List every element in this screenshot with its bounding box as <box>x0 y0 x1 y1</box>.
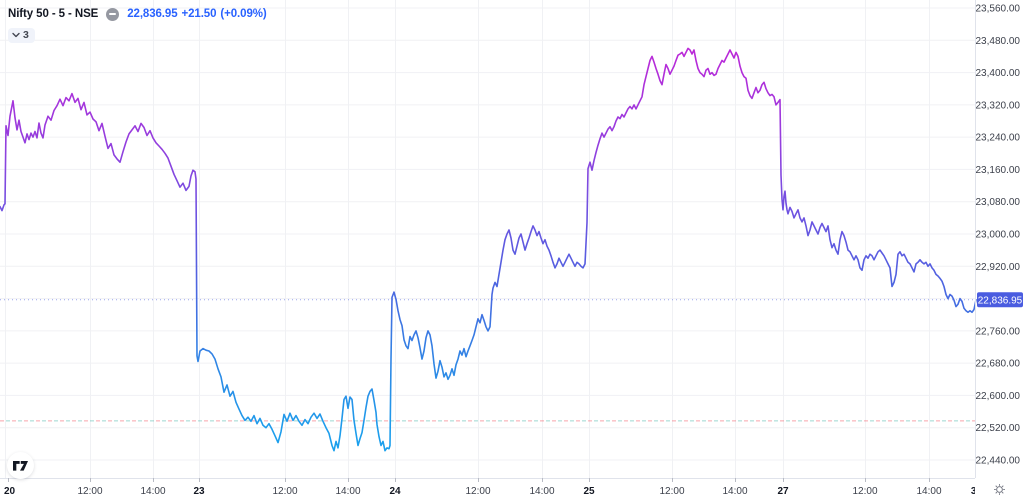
time-axis-label: 23 <box>193 486 205 497</box>
price-axis-label: 23,400.00 <box>976 68 1021 79</box>
change-percent-text: (+0.09%) <box>220 8 267 20</box>
time-axis-label: 12:00 <box>272 486 297 497</box>
legend-expand-button[interactable]: 3 <box>8 27 35 43</box>
time-axis-label: 12:00 <box>465 486 490 497</box>
settings-gear-icon <box>994 483 1005 495</box>
time-axis-label: 12:00 <box>659 486 684 497</box>
time-axis[interactable] <box>0 478 975 500</box>
price-axis-label: 23,240.00 <box>976 133 1021 144</box>
chevron-down-icon <box>12 32 20 38</box>
minus-icon <box>109 13 117 15</box>
price-axis[interactable] <box>975 0 1024 478</box>
object-count: 3 <box>23 29 29 41</box>
price-axis-label: 23,160.00 <box>976 165 1021 176</box>
price-axis-label: 23,560.00 <box>976 4 1021 15</box>
time-axis-label: 12:00 <box>77 486 102 497</box>
price-axis-label: 23,480.00 <box>976 36 1021 47</box>
last-price-badge-text: 22,836.95 <box>978 295 1023 306</box>
price-axis-label: 23,080.00 <box>976 197 1021 208</box>
price-axis-label: 22,920.00 <box>976 262 1021 273</box>
symbol-title[interactable]: Nifty 50 - 5 - NSE <box>8 8 99 20</box>
tradingview-logo[interactable] <box>7 452 34 479</box>
price-series-line <box>0 47 977 452</box>
time-axis-label: 14:00 <box>916 486 941 497</box>
change-text: +21.50 <box>181 8 217 20</box>
last-price-text: 22,836.95 <box>127 8 178 20</box>
time-axis-label: 14:00 <box>140 486 165 497</box>
chart-pane[interactable] <box>0 0 975 478</box>
tradingview-logo-glyph <box>13 460 28 471</box>
price-axis-label: 22,760.00 <box>976 326 1021 337</box>
price-axis-label: 22,680.00 <box>976 359 1021 370</box>
chart-legend: Nifty 50 - 5 - NSE 22,836.95 +21.50 (+0.… <box>8 6 267 44</box>
last-price-badge[interactable] <box>977 292 1023 308</box>
time-axis-label: 25 <box>583 486 595 497</box>
price-axis-label: 23,000.00 <box>976 230 1021 241</box>
price-axis-label: 23,320.00 <box>976 100 1021 111</box>
price-axis-label: 22,520.00 <box>976 423 1021 434</box>
collapse-legend-icon[interactable] <box>106 7 120 21</box>
time-axis-label: 14:00 <box>529 486 554 497</box>
time-axis-label: 12:00 <box>852 486 877 497</box>
scale-settings-button[interactable] <box>975 478 1024 500</box>
price-axis-label: 22,600.00 <box>976 391 1021 402</box>
time-axis-label: 20 <box>4 486 16 497</box>
time-axis-label: 14:00 <box>335 486 360 497</box>
quote-values: 22,836.95 +21.50 (+0.09%) <box>127 8 266 20</box>
price-axis-label: 22,440.00 <box>976 456 1021 467</box>
time-axis-label: 24 <box>389 486 401 497</box>
time-axis-label: 14:00 <box>722 486 747 497</box>
time-axis-label: 27 <box>777 486 789 497</box>
